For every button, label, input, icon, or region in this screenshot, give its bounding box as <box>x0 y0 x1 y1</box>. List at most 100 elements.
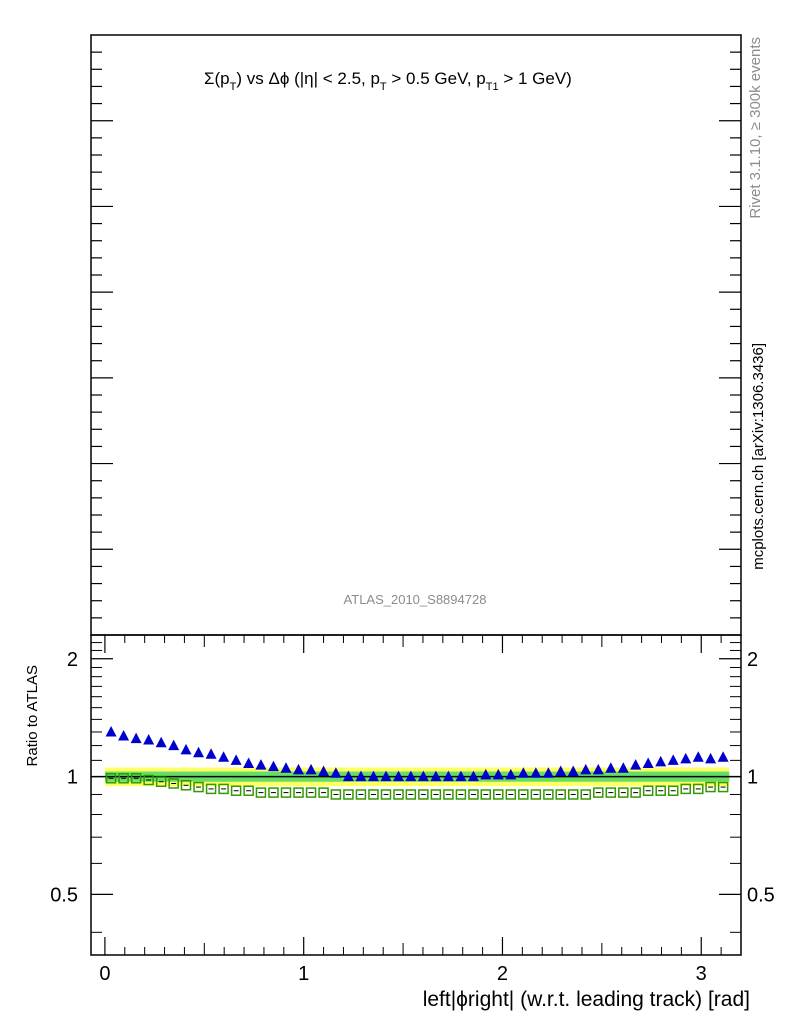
series-1-square-marker <box>118 773 129 784</box>
series-1-square-marker <box>168 778 179 789</box>
series-0-triangle-marker <box>143 734 155 745</box>
series-0-triangle-marker <box>180 743 192 755</box>
ratio-tick-labels: 0 1 2 3 0.5 0.5 1 1 2 2 <box>50 649 775 985</box>
series-0-triangle-marker <box>305 763 317 775</box>
series-0-triangle-marker <box>442 770 454 782</box>
series-0-triangle-marker <box>280 762 292 773</box>
series-1-square-marker <box>468 789 479 800</box>
series-1-square-marker <box>642 785 654 796</box>
series-0-triangle-marker <box>492 768 504 780</box>
series-1-square-marker <box>205 783 217 795</box>
series-0-triangle-marker <box>630 759 642 770</box>
y-tick-label-left: 2 <box>67 649 78 671</box>
rivet-version-label: Rivet 3.1.10, ≥ 300k events <box>747 37 764 219</box>
series-0-triangle-marker <box>592 763 604 775</box>
analysis-watermark: ATLAS_2010_S8894728 <box>344 592 487 607</box>
series-0-triangle-marker <box>705 752 717 764</box>
series-0-triangle-marker <box>318 765 330 777</box>
series-0-triangle-marker <box>717 751 729 762</box>
series-1-square-marker <box>330 789 342 800</box>
series-0-triangle-marker <box>542 767 554 778</box>
series-1-square-marker <box>543 789 554 800</box>
series-1-square-marker <box>355 789 367 800</box>
series-0-triangle-marker <box>243 757 255 768</box>
series-1-square-marker <box>593 787 604 798</box>
series-1-square-marker <box>155 776 167 787</box>
series-1-square-marker <box>430 789 442 800</box>
series-1-square-marker <box>680 783 691 795</box>
series-0-triangle-marker <box>267 760 279 772</box>
series-0-triangle-marker <box>680 752 692 764</box>
x-tick-label: 2 <box>497 963 508 985</box>
series-0-triangle-marker <box>617 762 629 773</box>
series-0-triangle-marker <box>155 736 167 748</box>
series-0-triangle-marker <box>130 732 142 744</box>
series-0-triangle-marker <box>118 729 130 741</box>
series-1-square-marker <box>255 787 267 798</box>
series-0-triangle-marker <box>667 754 679 765</box>
series-1-square-marker <box>393 789 404 800</box>
series-1-square-marker <box>493 789 504 800</box>
series-1-square-marker <box>717 781 729 793</box>
series-0-triangle-marker <box>342 770 354 782</box>
series-0-triangle-marker <box>293 763 305 775</box>
y-tick-label-right: 0.5 <box>747 884 775 906</box>
series-1-square-marker <box>693 783 704 795</box>
series-1-square-marker <box>180 780 192 791</box>
series-1-square-marker <box>705 781 716 793</box>
series-1-square-marker <box>130 773 142 784</box>
mcplots-reference-label: mcplots.cern.ch [arXiv:1306.3436] <box>750 343 767 570</box>
series-0-triangle-marker <box>517 767 529 778</box>
x-tick-label: 0 <box>99 963 110 985</box>
y-tick-label-right: 1 <box>747 767 758 789</box>
ratio-panel-frame <box>90 634 742 956</box>
series-1-square-marker <box>418 789 429 800</box>
series-1-square-marker <box>230 785 242 796</box>
series-0-triangle-marker <box>692 751 704 762</box>
series-1-square-marker <box>218 783 229 795</box>
series-1-square-marker <box>305 787 317 798</box>
y-tick-label-left: 0.5 <box>50 884 78 906</box>
series-1-square-marker <box>667 785 679 796</box>
x-tick-label: 1 <box>298 963 309 985</box>
main-panel-frame <box>90 34 742 636</box>
series-0-triangle-marker <box>330 767 342 778</box>
ratio-y-axis-label: Ratio to ATLAS <box>24 665 41 766</box>
series-0-triangle-marker <box>205 748 217 759</box>
series-1-square-marker <box>455 789 467 800</box>
series-1-square-marker <box>143 774 154 786</box>
series-0-triangle-marker <box>430 770 442 782</box>
series-0-triangle-marker <box>655 755 667 767</box>
series-1-square-marker <box>580 789 592 800</box>
series-0-triangle-marker <box>393 770 405 782</box>
series-1-square-marker <box>618 787 629 798</box>
series-0-triangle-marker <box>642 757 654 768</box>
series-0-triangle-marker <box>193 746 205 758</box>
series-1-square-marker <box>530 789 542 800</box>
series-0-triangle-marker <box>417 770 429 782</box>
series-1-square-marker <box>368 789 379 800</box>
series-0-triangle-marker <box>530 767 542 778</box>
series-1-square-marker <box>480 789 492 800</box>
series-0-triangle-marker <box>105 725 117 737</box>
series-1-square-marker <box>405 789 417 800</box>
x-axis-label: left|ϕright| (w.r.t. leading track) [rad… <box>423 988 750 1011</box>
series-0-triangle-marker <box>567 765 579 777</box>
ratio-series-group <box>105 725 729 800</box>
series-1-square-marker <box>280 787 292 798</box>
series-0-triangle-marker <box>380 770 392 782</box>
series-1-square-marker <box>193 781 204 793</box>
series-1-square-marker <box>567 789 579 800</box>
series-1-square-marker <box>518 789 529 800</box>
series-0-triangle-marker <box>467 770 479 782</box>
series-1-square-marker <box>243 785 254 796</box>
series-1-square-marker <box>655 785 666 796</box>
series-1-square-marker <box>605 787 617 798</box>
series-0-triangle-marker <box>255 759 267 770</box>
series-0-triangle-marker <box>218 751 230 762</box>
series-1-square-marker <box>555 789 566 800</box>
series-1-square-marker <box>505 789 517 800</box>
main-title: Σ(pT) vs Δϕ (|η| < 2.5, pT > 0.5 GeV, pT… <box>204 69 572 93</box>
series-0-triangle-marker <box>455 770 467 782</box>
